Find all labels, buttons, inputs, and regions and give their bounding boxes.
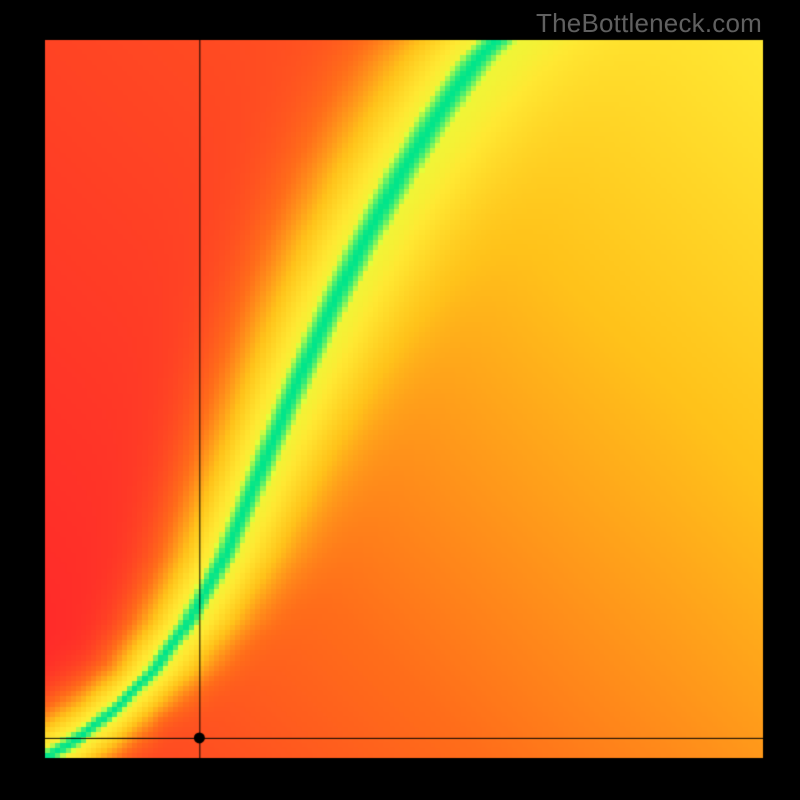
- bottleneck-heatmap-canvas: [0, 0, 800, 800]
- watermark-text: TheBottleneck.com: [536, 8, 762, 39]
- chart-frame: TheBottleneck.com: [0, 0, 800, 800]
